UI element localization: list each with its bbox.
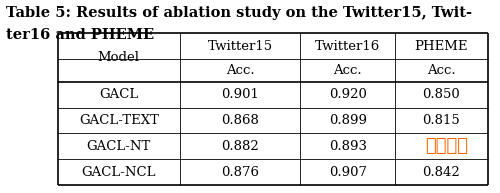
- Text: GACL: GACL: [99, 88, 138, 101]
- Text: 0.850: 0.850: [422, 88, 460, 101]
- Text: 吉林龙网: 吉林龙网: [425, 137, 468, 155]
- Text: 0.901: 0.901: [222, 88, 259, 101]
- Text: Acc.: Acc.: [334, 64, 362, 77]
- Text: Table 5: Results of ablation study on the Twitter15, Twit-: Table 5: Results of ablation study on th…: [6, 6, 472, 20]
- Text: 0.868: 0.868: [222, 114, 259, 127]
- Text: Acc.: Acc.: [226, 64, 254, 77]
- Text: 0.907: 0.907: [329, 166, 367, 179]
- Text: Acc.: Acc.: [427, 64, 456, 77]
- Text: GACL-NCL: GACL-NCL: [82, 166, 156, 179]
- Text: ter16 and PHEME: ter16 and PHEME: [6, 28, 154, 42]
- Text: 0.876: 0.876: [221, 166, 259, 179]
- Text: 0.893: 0.893: [329, 140, 367, 153]
- Text: GACL-NT: GACL-NT: [86, 140, 151, 153]
- Text: Twitter16: Twitter16: [315, 40, 380, 53]
- Text: Model: Model: [98, 51, 140, 64]
- Text: 0.899: 0.899: [329, 114, 367, 127]
- Text: 0.882: 0.882: [222, 140, 259, 153]
- Text: GACL-TEXT: GACL-TEXT: [79, 114, 158, 127]
- Text: 0.842: 0.842: [422, 166, 460, 179]
- Text: 0.920: 0.920: [329, 88, 366, 101]
- Text: Twitter15: Twitter15: [208, 40, 273, 53]
- Text: 0.815: 0.815: [422, 114, 460, 127]
- Text: PHEME: PHEME: [414, 40, 468, 53]
